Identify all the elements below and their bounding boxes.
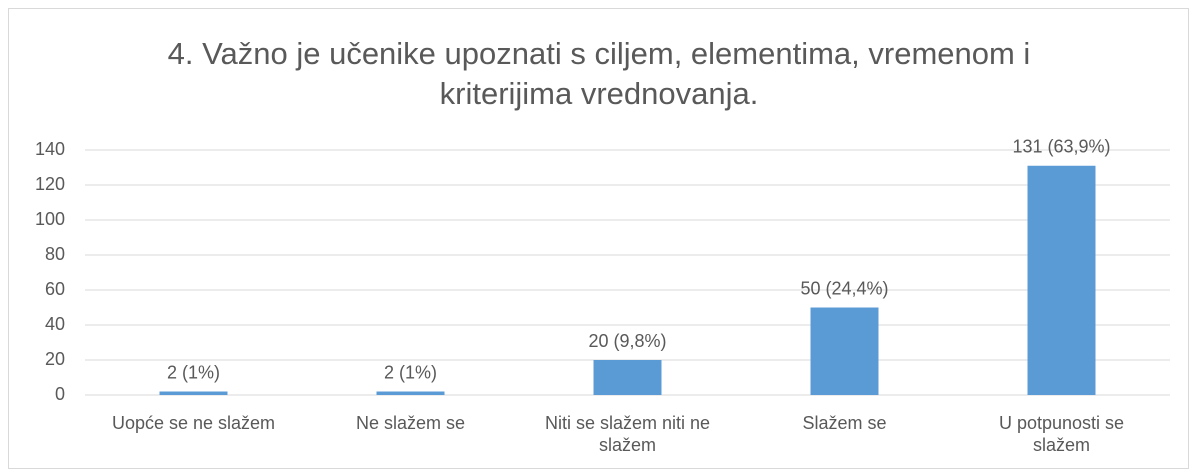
bar	[810, 307, 879, 395]
y-tick-label: 60	[45, 279, 65, 299]
data-label: 2 (1%)	[167, 362, 220, 382]
data-label: 2 (1%)	[384, 362, 437, 382]
bar	[376, 391, 445, 395]
x-tick-label: Slažem se	[802, 413, 887, 433]
data-label: 131 (63,9%)	[1012, 137, 1110, 157]
x-tick-label: U potpunosti se slažem	[998, 413, 1125, 455]
data-label: 50 (24,4%)	[800, 278, 888, 298]
data-label: 20 (9,8%)	[588, 331, 666, 351]
y-tick-label: 0	[55, 384, 65, 404]
bar	[159, 391, 228, 395]
bar	[1027, 165, 1096, 395]
y-tick-label: 20	[45, 349, 65, 369]
x-tick-label: Niti se slažem niti ne slažem	[544, 413, 711, 455]
y-tick-label: 120	[35, 174, 65, 194]
chart-frame	[8, 8, 1189, 469]
y-tick-label: 140	[35, 139, 65, 159]
x-tick-label: Uopće se ne slažem	[111, 413, 276, 433]
chart-title: 4. Važno je učenike upoznati s ciljem, e…	[167, 36, 1031, 111]
x-tick-label: Ne slažem se	[355, 413, 466, 433]
bar	[593, 360, 662, 395]
y-tick-label: 100	[35, 209, 65, 229]
y-tick-label: 40	[45, 314, 65, 334]
y-tick-label: 80	[45, 244, 65, 264]
